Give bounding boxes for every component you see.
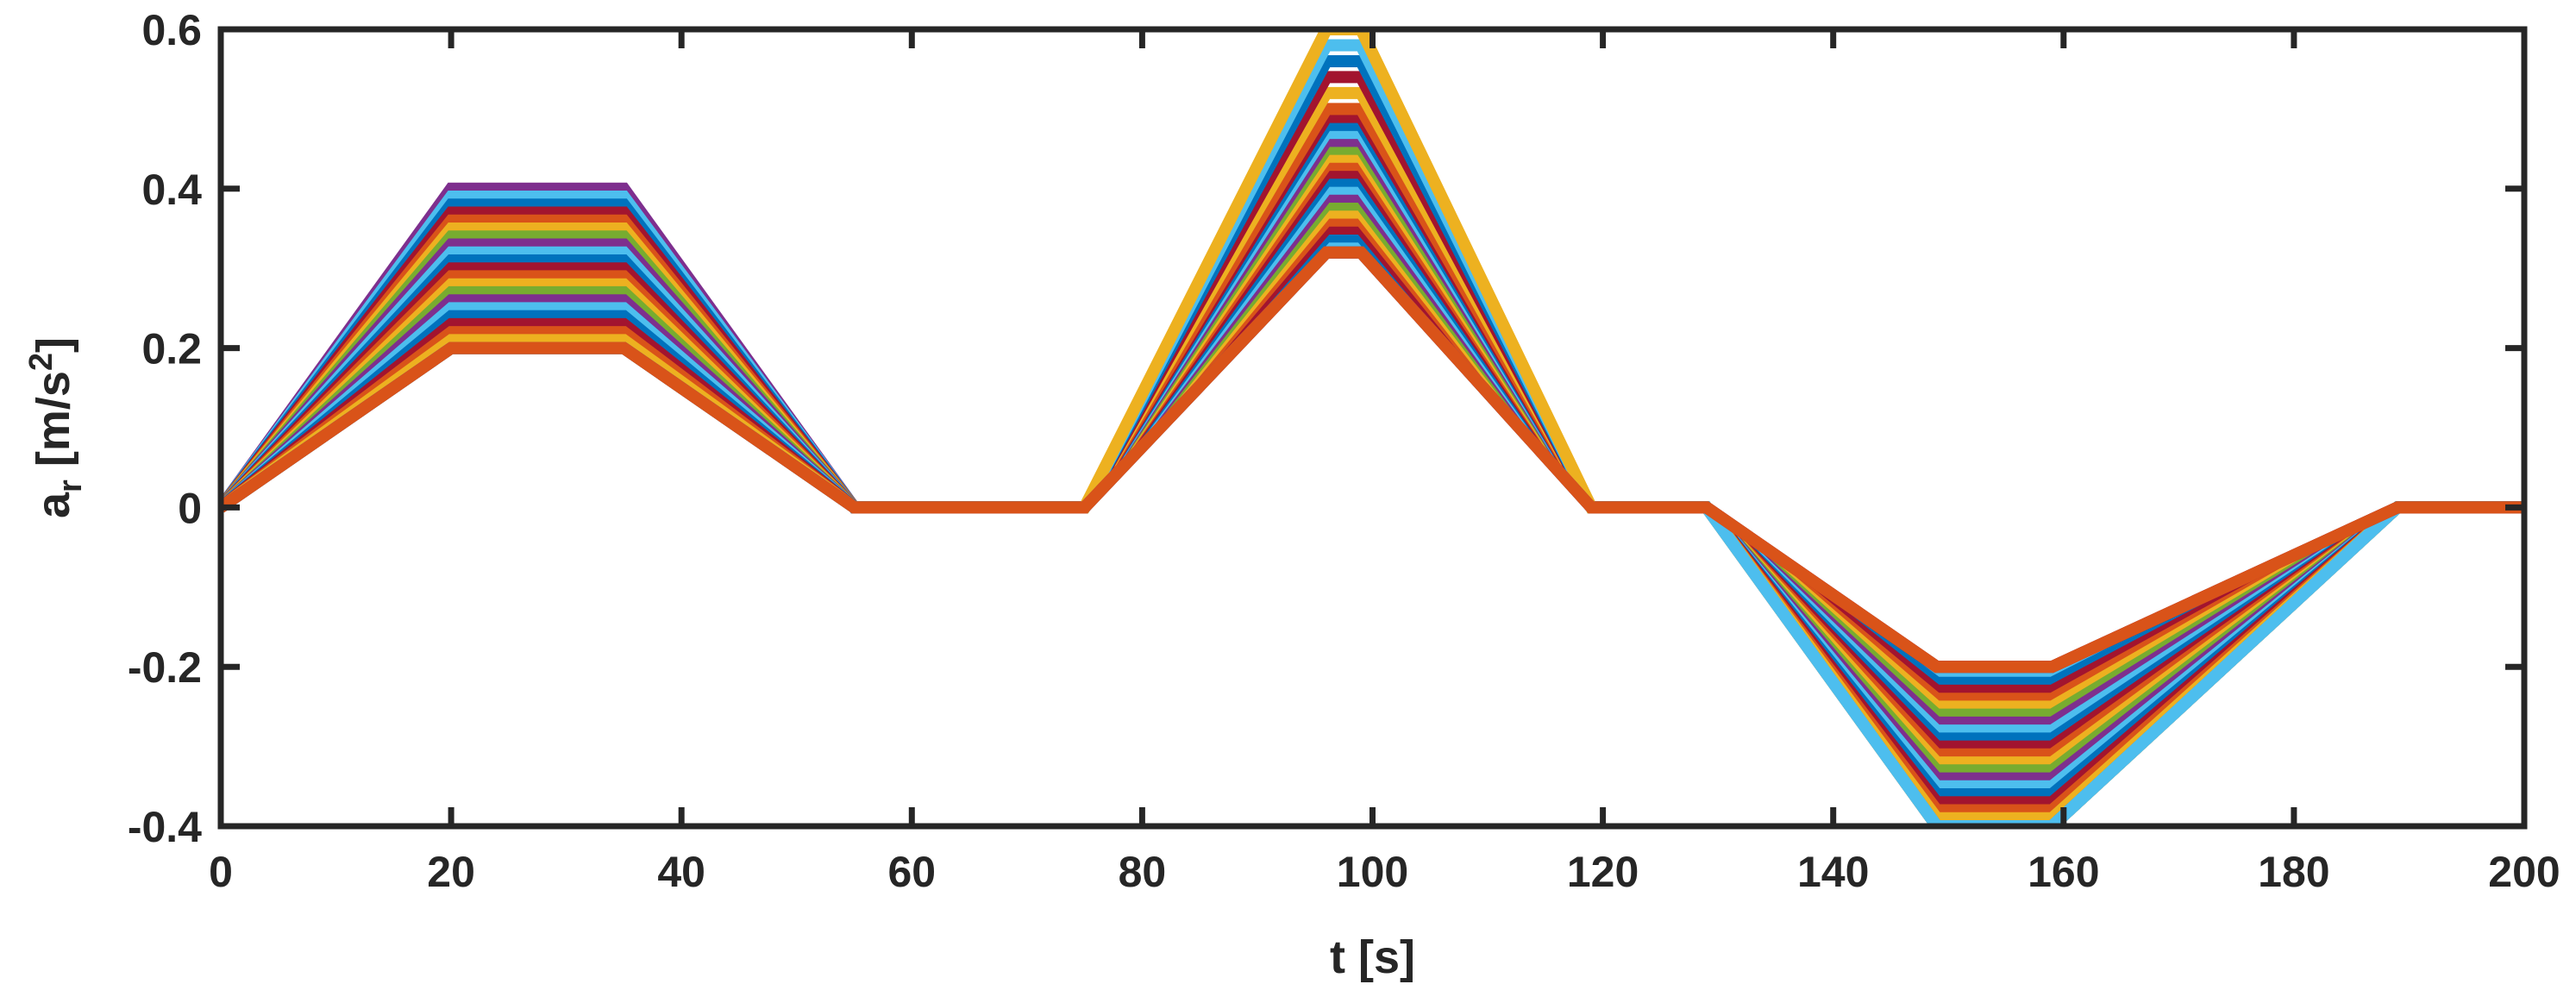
y-tick-label: 0.2	[141, 325, 202, 373]
x-tick-label: 160	[2028, 848, 2099, 896]
x-tick-label: 140	[1797, 848, 1869, 896]
y-axis-label-units: [m/s	[28, 371, 79, 480]
y-axis-label-base: a	[28, 492, 79, 518]
series-line-27	[221, 246, 2524, 674]
y-axis-label-superscript: 2	[23, 353, 60, 371]
x-tick-label: 60	[887, 848, 936, 896]
y-tick-label: -0.4	[128, 803, 202, 851]
x-tick-label: 0	[209, 848, 233, 896]
x-tick-label: 100	[1337, 848, 1408, 896]
x-tick-label: 180	[2258, 848, 2329, 896]
x-tick-label: 80	[1119, 848, 1167, 896]
y-tick-label: -0.2	[128, 643, 202, 692]
series-layer	[221, 29, 2524, 826]
tick-layer: 0 20 40 60 80 100 120 140 160 180 200 -0.4 -0.2 0 0.2 0…	[128, 6, 2560, 896]
y-axis-label-subscript: r	[53, 480, 89, 492]
x-tick-label: 120	[1567, 848, 1639, 896]
y-axis-label: ar [m/s2]	[23, 337, 89, 518]
y-tick-label: 0.4	[141, 166, 202, 214]
y-tick-label: 0	[178, 484, 202, 532]
x-tick-label: 200	[2488, 848, 2560, 896]
y-tick-label: 0.6	[141, 6, 202, 54]
y-axis-label-suffix: ]	[28, 337, 79, 353]
x-axis-label: t [s]	[1330, 931, 1415, 983]
x-tick-label: 20	[427, 848, 475, 896]
x-tick-label: 40	[657, 848, 705, 896]
